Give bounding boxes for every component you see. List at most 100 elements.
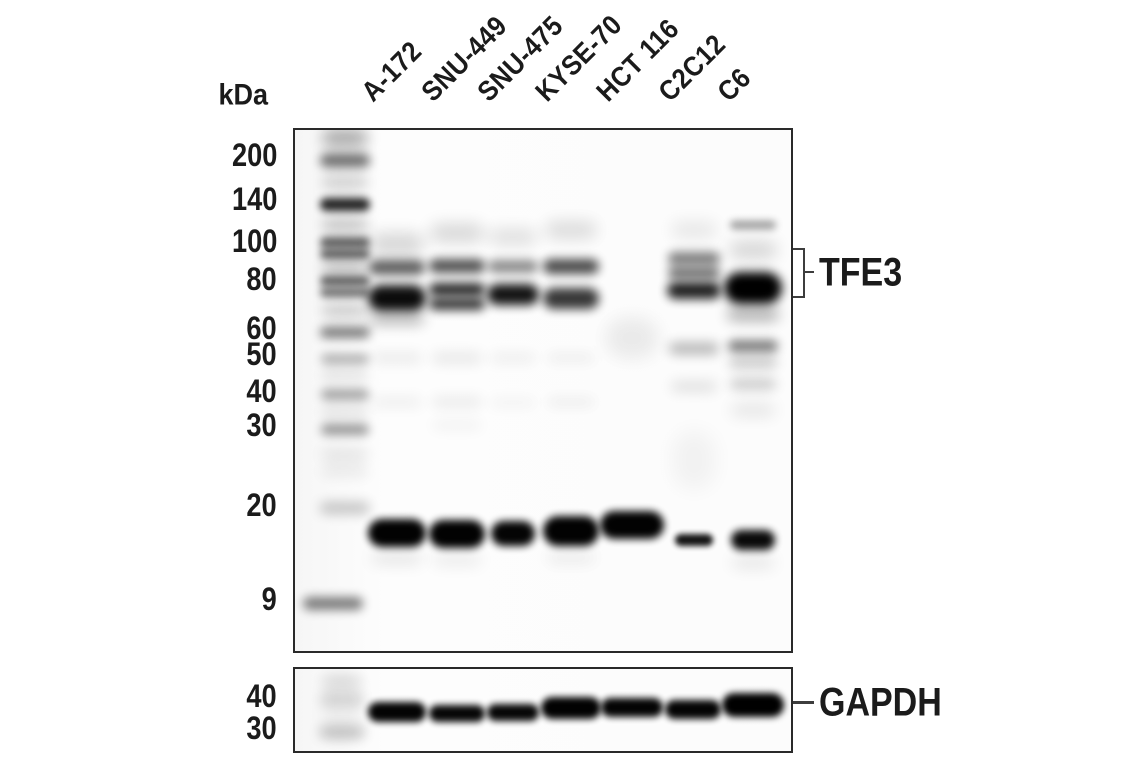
mw-marker-140: 140 bbox=[231, 181, 277, 218]
protein-band bbox=[732, 557, 774, 567]
protein-band bbox=[724, 272, 782, 304]
protein-band bbox=[322, 408, 368, 416]
protein-band bbox=[730, 379, 776, 389]
protein-band bbox=[730, 221, 776, 229]
protein-band bbox=[372, 354, 422, 362]
mw-marker-50: 50 bbox=[246, 336, 277, 373]
protein-band bbox=[320, 287, 370, 297]
protein-band bbox=[430, 224, 484, 242]
mw-marker-30: 30 bbox=[246, 710, 277, 747]
protein-band bbox=[323, 672, 361, 742]
protein-band bbox=[490, 354, 536, 362]
protein-band bbox=[547, 398, 595, 406]
protein-band bbox=[487, 703, 539, 721]
protein-band bbox=[429, 298, 485, 310]
protein-band bbox=[729, 357, 777, 367]
protein-band bbox=[433, 421, 481, 429]
protein-band bbox=[321, 354, 369, 364]
protein-band bbox=[322, 177, 368, 187]
protein-band bbox=[369, 259, 425, 275]
mw-marker-30: 30 bbox=[246, 407, 277, 444]
protein-band bbox=[370, 233, 424, 255]
protein-band bbox=[429, 282, 485, 296]
gapdh-dash bbox=[793, 701, 814, 704]
protein-band bbox=[489, 229, 537, 245]
gapdh-protein-label: GAPDH bbox=[819, 680, 942, 725]
protein-band bbox=[429, 520, 485, 548]
protein-band bbox=[429, 704, 485, 722]
blot-panel-tfe3 bbox=[293, 128, 793, 653]
protein-band bbox=[541, 697, 601, 719]
protein-band bbox=[731, 404, 775, 416]
protein-band bbox=[320, 693, 364, 705]
protein-band bbox=[322, 305, 368, 315]
protein-band bbox=[319, 726, 365, 738]
protein-band bbox=[543, 258, 599, 274]
protein-band bbox=[322, 220, 368, 230]
protein-band bbox=[322, 371, 368, 379]
protein-band bbox=[671, 221, 717, 239]
protein-band bbox=[487, 283, 539, 305]
protein-band bbox=[668, 267, 720, 279]
mw-marker-20: 20 bbox=[246, 487, 277, 524]
protein-band bbox=[488, 259, 538, 273]
protein-band bbox=[490, 398, 536, 406]
lane-label-c6: C6 bbox=[711, 61, 757, 108]
protein-band bbox=[731, 530, 775, 550]
protein-band bbox=[675, 534, 713, 546]
protein-band bbox=[321, 388, 369, 400]
mw-marker-100: 100 bbox=[231, 223, 277, 260]
protein-band bbox=[303, 596, 363, 610]
protein-band bbox=[320, 276, 370, 286]
protein-band bbox=[372, 398, 422, 406]
protein-band bbox=[433, 554, 481, 564]
bracket-middle-dash bbox=[805, 271, 814, 273]
protein-band bbox=[322, 449, 368, 459]
protein-band bbox=[321, 423, 369, 435]
protein-band bbox=[600, 511, 664, 539]
tfe3-protein-label: TFE3 bbox=[819, 250, 903, 295]
protein-band bbox=[432, 354, 482, 362]
protein-band bbox=[543, 287, 599, 309]
mw-marker-40: 40 bbox=[246, 373, 277, 410]
protein-band bbox=[429, 259, 485, 273]
kda-units-label: kDa bbox=[218, 78, 268, 112]
protein-band bbox=[667, 281, 721, 299]
protein-band bbox=[728, 340, 778, 352]
protein-band bbox=[669, 342, 719, 354]
mw-marker-200: 200 bbox=[231, 137, 277, 174]
protein-band bbox=[543, 516, 599, 546]
protein-band bbox=[368, 702, 426, 722]
protein-band bbox=[322, 467, 368, 475]
bracket-bottom-arm bbox=[793, 296, 805, 298]
protein-band bbox=[321, 675, 363, 687]
protein-band bbox=[368, 519, 426, 547]
mw-marker-80: 80 bbox=[246, 261, 277, 298]
protein-band bbox=[545, 221, 597, 239]
protein-band bbox=[372, 553, 422, 563]
protein-band bbox=[320, 153, 370, 167]
mw-marker-9: 9 bbox=[261, 581, 277, 618]
protein-band bbox=[665, 699, 721, 719]
protein-band bbox=[547, 552, 595, 562]
protein-band bbox=[320, 236, 370, 248]
protein-band bbox=[370, 312, 424, 324]
protein-band bbox=[320, 502, 370, 514]
protein-band bbox=[491, 520, 535, 546]
protein-band bbox=[605, 317, 659, 359]
protein-band bbox=[320, 197, 370, 211]
protein-band bbox=[322, 263, 368, 273]
protein-band bbox=[320, 249, 370, 259]
protein-band bbox=[547, 354, 595, 362]
blot-panel-gapdh bbox=[293, 667, 793, 753]
protein-band bbox=[320, 326, 370, 338]
protein-band bbox=[727, 307, 779, 321]
protein-band bbox=[601, 697, 663, 717]
mw-marker-40: 40 bbox=[246, 678, 277, 715]
protein-band bbox=[671, 381, 717, 391]
bracket-vertical bbox=[803, 248, 805, 298]
protein-band bbox=[432, 398, 482, 406]
lane-label-a-172: A-172 bbox=[355, 35, 428, 108]
bracket-top-arm bbox=[793, 248, 805, 250]
